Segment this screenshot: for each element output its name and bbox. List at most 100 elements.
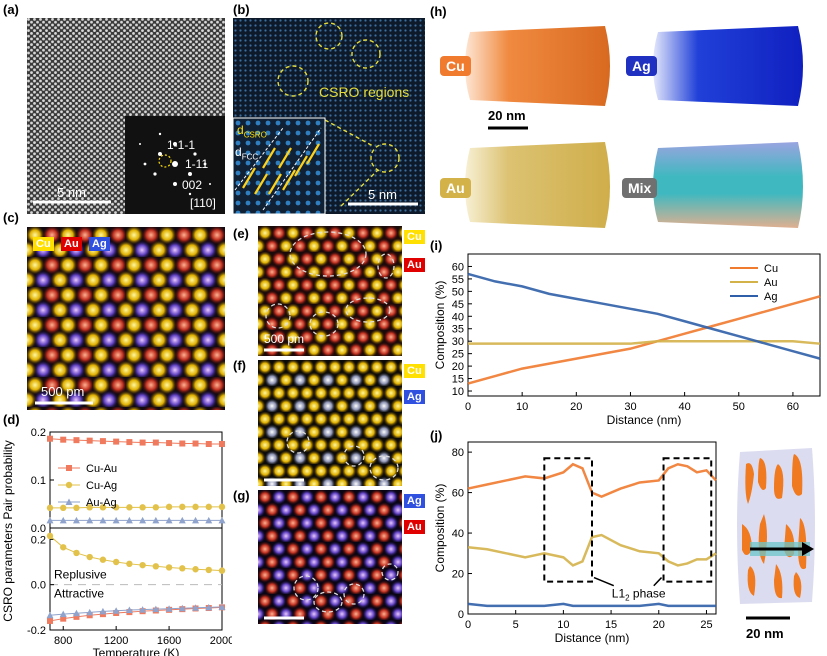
chart-i-xtick-label: 60 [787,401,799,413]
chart-d-bottom-point-Au-Ag [192,604,200,611]
chart-d-top-point-Au-Ag [112,516,120,524]
chart-d-bottom-point-Au-Ag [139,606,147,613]
chart-i-ytick-label: 60 [452,261,464,273]
chart-d-bottom-point-Au-Ag [152,605,160,613]
chart-d-bottom-point-Cu-Ag [205,566,212,574]
chart-j-ytick-label: 80 [452,447,464,459]
chart-i-ytick-label: 30 [452,336,464,348]
apt-panel-h: Cu Ag Au Mix 20 nm [430,18,827,228]
chart-d-top-point-Au-Ag [46,516,54,524]
chart-d-top-point-Au-Ag [205,516,213,524]
chart-d-top-point-Cu-Au [166,440,173,447]
panel-label-g: (g) [233,488,250,503]
chart-d-top-point-Au-Ag [139,516,147,524]
chart-d-bottom-point-Au-Ag [125,606,133,614]
chart-d-legend-label: Au-Ag [86,497,117,509]
chart-j-line-Cu [467,462,717,498]
chart-d-top-point-Cu-Ag [112,504,120,511]
chart-d-bottom-point-Cu-Ag [112,558,120,566]
panel-label-c: (c) [3,210,19,225]
chart-i-line-Cu [467,295,821,385]
chart-i-ytick-label: 50 [452,286,464,298]
scalebar-label-c: 500 pm [41,384,85,399]
chart-d-bottom-point-Cu-Ag [192,566,199,573]
eds-map-g [258,490,402,624]
chart-d-top-point-Au-Ag [218,516,226,524]
haadf-image-a: 1-1-1 1-11 002 [110] 5 nm [27,18,225,214]
chart-i: 0 10 20 30 40 50 60 10 15 20 25 30 35 40 45 50 55 60 Dista… [430,240,827,430]
zone-axis-label: [110] [190,196,216,210]
chart-j-arrow-right [653,577,663,587]
chart-d-bottom-point-Au-Ag [46,611,54,619]
chart-d-top-point-Au-Ag [152,516,160,524]
chart-j-ytick-label: 20 [452,569,464,581]
chart-d-top-point-Au-Ag [125,516,133,524]
chart-i-xtick-label: 10 [516,401,528,413]
chart-d-top-point-Cu-Ag [126,504,133,511]
chart-d-bottom-point-Cu-Ag [139,561,146,569]
chart-d-top-point-Au-Ag [59,516,67,524]
chart-i-frame [467,253,821,397]
chart-i-xtick-label: 40 [678,401,690,413]
chart-d-bottom-line-Au-Ag [49,606,223,616]
chart-d-bottom-point-Cu-Ag [218,567,226,574]
chart-d-bottom-ytick-label: 0.2 [31,534,46,546]
chart-i-legend-label: Au [764,277,777,289]
chart-d-xlabel: Temperature (K) [93,646,180,656]
fft-spot-label-1: 1-1-1 [167,138,196,152]
chart-d-legend-marker [65,481,73,489]
panel-label-a: (a) [3,2,19,17]
chart-i-legend-label: Cu [764,263,778,275]
chart-j-xtick-label: 0 [465,619,471,631]
chart-j-ytick-label: 0 [458,609,464,621]
chart-d-top-point-Cu-Au [152,439,159,446]
chart-d-top-point-Cu-Ag [139,504,146,511]
chart-d-bottom-point-Au-Ag [72,609,80,617]
chart-d-bottom-point-Cu-Ag [152,563,160,570]
chart-d-xtick-label: 2000 [210,635,232,647]
chart-j-ylabel: Composition (%) [433,484,447,573]
element-tag-ag-f: Ag [404,390,425,404]
eds-map-e: 500 pm [258,226,402,356]
chart-d-bottom-ytick-label: 0.0 [31,580,46,592]
element-tag-au-e: Au [404,258,425,272]
chart-d-legend-marker [65,498,73,505]
chart-j-line-Au [467,533,717,567]
chart-j-xtick-label: 15 [605,619,617,631]
chart-d-top-point-Cu-Ag [192,503,199,511]
chart-d-top-point-Cu-Au [192,440,199,447]
chart-d-top-point-Cu-Au [139,439,146,446]
d-csro-label: dCSRO [237,123,267,140]
chart-j-arrow-left [593,576,615,587]
chart-j-xtick-label: 5 [513,619,519,631]
element-tag-cu-c: Cu [33,237,54,251]
chart-d-bottom-point-Au-Ag [165,605,173,612]
chart-d-top-point-Au-Ag [99,516,107,524]
chart-d-xtick-label: 1600 [157,635,181,647]
chart-d-bottom-point-Cu-Ag [86,553,93,561]
chart-d-bottom-point-Cu-Ag [99,556,107,563]
chart-d-xtick-label: 1200 [104,635,128,647]
element-tag-ag-g: Ag [404,494,425,508]
scalebar-label-a: 5 nm [57,185,86,200]
panel-label-d: (d) [3,412,20,427]
panel-label-h: (h) [430,4,447,19]
chart-d-legend-label: Cu-Au [86,463,117,475]
chart-d-bottom-point-Cu-Ag [179,565,186,572]
chart-d-ylabel: CSRO parameters Pair probability [1,440,15,621]
eds-map-f [258,360,402,486]
chart-i-xtick-label: 30 [624,401,636,413]
csro-regions-label: CSRO regions [319,84,410,100]
chart-j-ytick-label: 60 [452,488,464,500]
scalebar-label-e: 500 pm [264,332,305,346]
chart-i-xtick-label: 50 [733,401,745,413]
chart-j: 0 5 10 15 20 25 0 20 40 60 80 Distance (nm) Composit… [430,430,722,656]
chart-j-xtick-label: 25 [700,619,712,631]
chart-d-top-point-Cu-Ag [205,503,212,511]
element-tag-cu-f: Cu [404,364,425,378]
chart-d-xtick-label: 800 [54,635,72,647]
d-fcc-label: dFCC [235,145,259,162]
chart-i-ytick-label: 55 [452,274,464,286]
apt-tag-ag: Ag [626,56,657,76]
element-tag-ag-c: Ag [89,237,110,251]
